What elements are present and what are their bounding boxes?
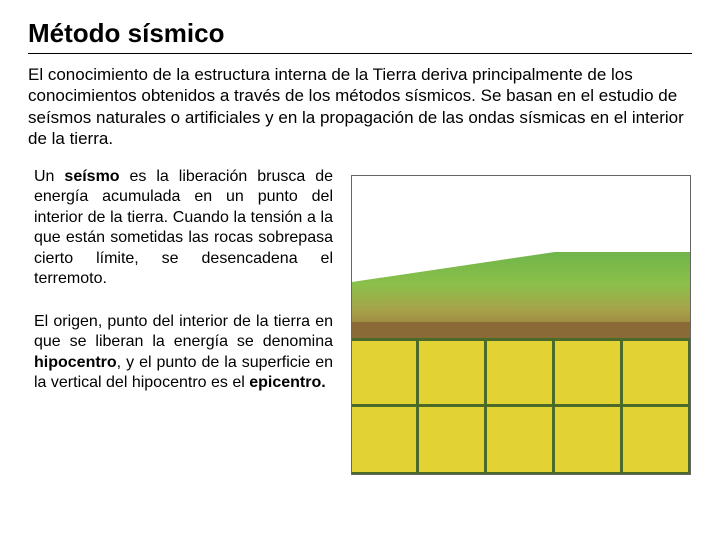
diagram-sky [352, 176, 690, 252]
p1-bold-seismo: seísmo [64, 168, 119, 185]
page-title: Método sísmico [28, 18, 692, 49]
right-column [351, 167, 692, 475]
content-columns: Un seísmo es la liberación brusca de ene… [28, 167, 692, 475]
diagram-grid-lines [352, 338, 690, 474]
paragraph-hipocentro: El origen, punto del interior de la tier… [34, 312, 333, 394]
p1-post: es la liberación brusca de energía acumu… [34, 168, 333, 287]
p2-bold-hipocentro: hipocentro [34, 354, 117, 371]
p2-pre: El origen, punto del interior de la tier… [34, 313, 333, 350]
diagram-rock-blocks [352, 338, 690, 474]
title-underline [28, 53, 692, 54]
intro-paragraph: El conocimiento de la estructura interna… [28, 64, 692, 149]
diagram-soil-face [352, 322, 690, 338]
p2-bold-epicentro: epicentro. [249, 374, 325, 391]
p1-pre: Un [34, 168, 64, 185]
earth-cross-section-diagram [351, 175, 691, 475]
left-column: Un seísmo es la liberación brusca de ene… [28, 167, 333, 475]
paragraph-seismo: Un seísmo es la liberación brusca de ene… [34, 167, 333, 290]
